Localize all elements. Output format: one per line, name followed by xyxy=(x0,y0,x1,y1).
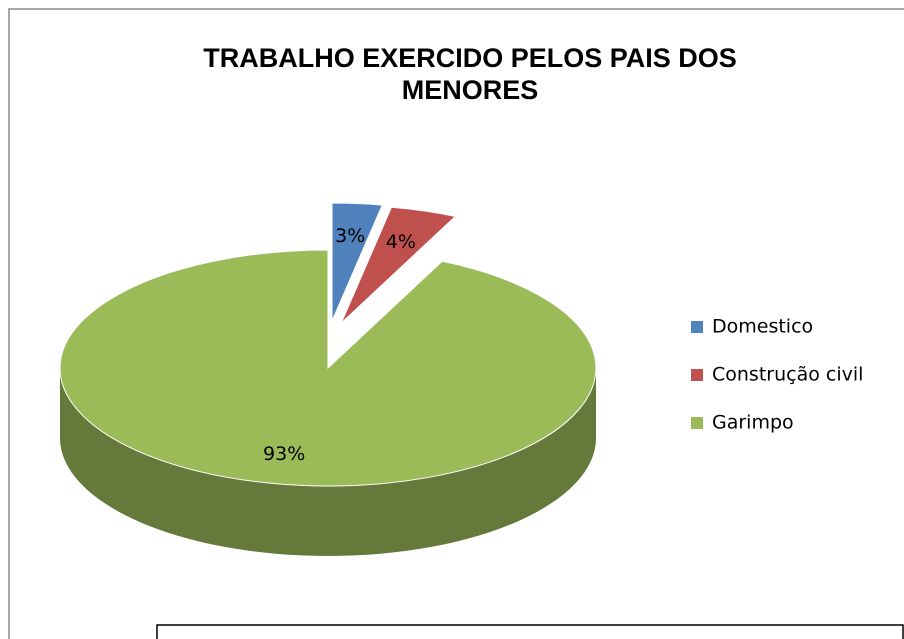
legend-label: Domestico xyxy=(712,316,813,338)
legend-marker xyxy=(691,417,703,429)
slice xyxy=(59,249,597,556)
slice-side xyxy=(60,368,596,556)
data-label: 4% xyxy=(386,231,416,253)
slice-top xyxy=(59,249,597,487)
legend-label: Garimpo xyxy=(712,412,794,434)
chart-frame xyxy=(8,8,904,639)
legend-marker xyxy=(691,369,703,381)
slice xyxy=(340,206,457,324)
slice-top xyxy=(340,206,457,324)
slice xyxy=(331,202,383,322)
data-label: 3% xyxy=(335,225,365,247)
data-label: 93% xyxy=(263,443,305,465)
slice-side-shade xyxy=(60,368,596,556)
text-box xyxy=(156,624,904,639)
legend-marker xyxy=(691,321,703,333)
chart-title: TRABALHO EXERCIDO PELOS PAIS DOS MENORES xyxy=(203,43,737,105)
slice-top xyxy=(331,202,383,322)
legend-label: Construção civil xyxy=(712,364,863,386)
